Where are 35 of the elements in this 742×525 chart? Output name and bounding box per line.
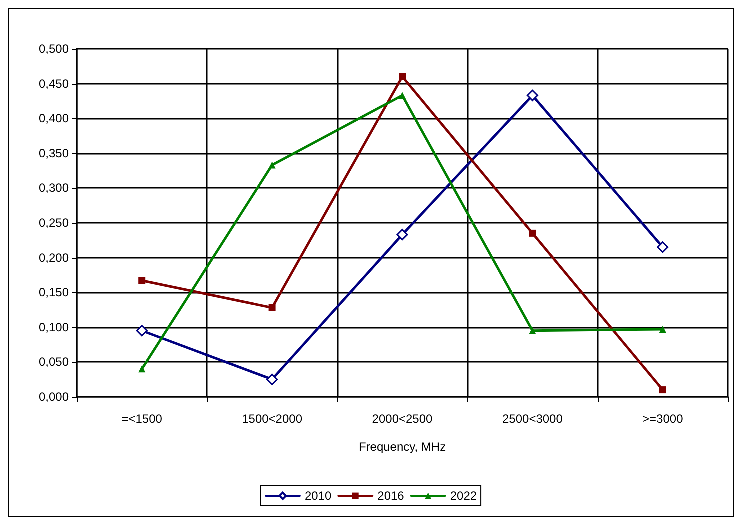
point <box>138 277 146 284</box>
point <box>136 325 148 337</box>
x-tick-label: 1500<2000 <box>242 412 303 426</box>
y-tick-label: 0,200 <box>38 250 70 265</box>
x-axis-title: Frequency, MHz <box>358 440 446 454</box>
y-tick-label: 0,100 <box>38 320 70 334</box>
y-tick-label: 0,250 <box>38 216 70 230</box>
legend-label: 2010 <box>304 489 332 503</box>
legend-label: 2022 <box>450 489 478 503</box>
y-tick-label: 0,050 <box>38 355 70 370</box>
point <box>399 73 406 80</box>
y-tick-label: 0,300 <box>38 181 70 196</box>
y-tick-label: 0,450 <box>38 76 70 91</box>
point <box>526 90 538 102</box>
legend-label: 2016 <box>378 489 405 503</box>
point <box>399 92 406 100</box>
point <box>266 374 278 386</box>
point <box>396 229 408 241</box>
point <box>659 386 666 394</box>
point <box>268 304 276 312</box>
point <box>268 162 276 169</box>
point <box>529 230 536 237</box>
point <box>529 327 536 334</box>
point <box>138 366 146 373</box>
point <box>659 326 666 333</box>
y-tick-label: 0,350 <box>38 146 70 160</box>
point <box>657 242 669 254</box>
x-tick-label: =<1500 <box>122 412 163 426</box>
x-tick-label: 2500<3000 <box>502 412 564 426</box>
x-tick-label: >=3000 <box>642 412 684 426</box>
x-tick-label: 2000<2500 <box>372 412 434 426</box>
y-tick-label: 0,150 <box>38 286 70 300</box>
y-tick-label: 0,500 <box>38 42 70 56</box>
y-tick-label: 0,000 <box>38 390 70 404</box>
y-tick-label: 0,400 <box>38 112 70 126</box>
